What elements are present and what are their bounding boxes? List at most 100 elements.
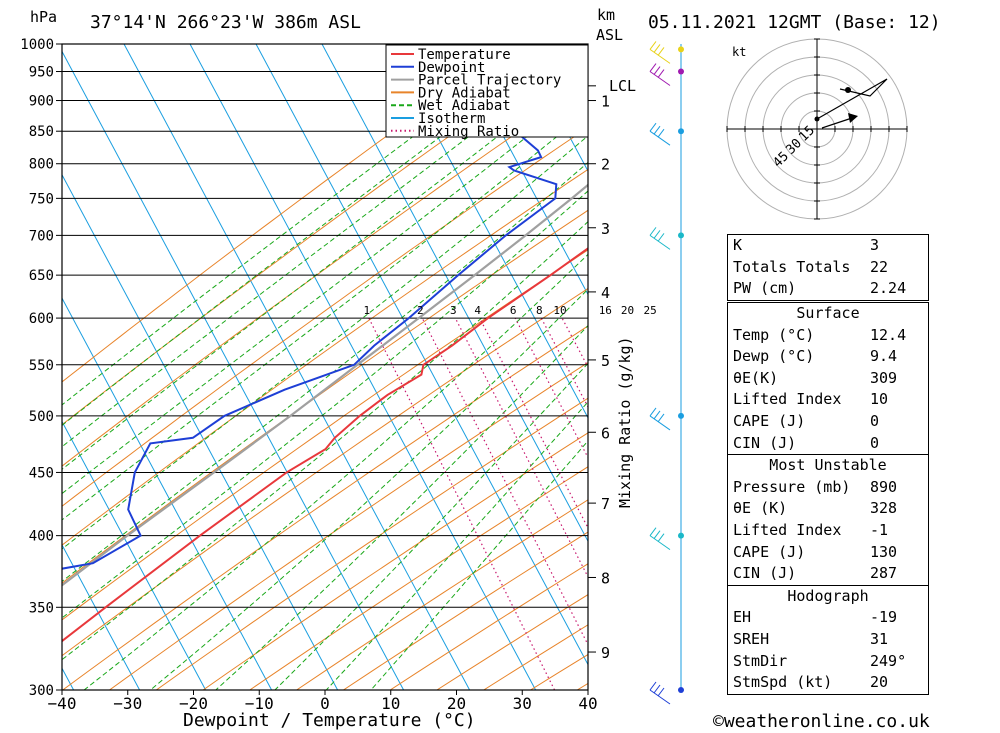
temperature-label: 30 [513,694,532,713]
isotherm-line [321,44,588,543]
index-row-pw: PW (cm) 2.24 [733,279,907,298]
wet-adiabat-line [62,221,588,661]
dry-adiabat-line [296,499,588,690]
pressure-label: 700 [29,228,54,244]
isotherm-line [62,543,141,690]
storm-motion-arrowhead [848,113,858,123]
pressure-label: 600 [29,311,54,327]
mixing-ratio-label: 2 [417,304,424,317]
unit-km-label: km [597,6,615,24]
surface-table: Surface Temp (°C) 12.4 Dewp (°C) 9.4 θE(K)… [727,302,929,695]
wind-level-dot [678,46,684,53]
wind-barb-flag [657,233,665,242]
wind-barb-flag [657,687,665,697]
dry-adiabat-line [62,325,588,690]
pressure-label: 550 [29,358,54,374]
wind-barb-flag [649,407,657,417]
mixing-ratio-label: 6 [510,304,517,317]
mixing-ratio-line [479,317,588,530]
legend-entry: Temperature [418,47,511,63]
dry-adiabat-line [62,287,588,657]
pressure-label: 800 [29,157,54,173]
isotherm-line [519,44,588,173]
parcel-trajectory-line [62,183,588,587]
lcl-label: LCL [609,77,636,95]
km-label: 8 [601,569,610,587]
wind-barb [649,71,671,86]
dry-adiabat-line [202,432,588,690]
isotherm-line [0,44,8,690]
wind-level-dot [678,412,684,419]
pressure-label: 650 [29,268,54,284]
index-row-totals: Totals Totals 22 [733,257,889,276]
pressure-label: 850 [29,124,54,140]
legend-entry: Dry Adiabat [418,85,511,101]
isotherm-line [189,44,537,690]
wind-level-dot [678,68,684,75]
legend-box [385,44,589,138]
wind-barb-flag [653,44,661,53]
mixing-ratio-line [368,317,556,690]
legend-entry: Parcel Trajectory [418,73,561,89]
most-unstable-row: CIN (J) 287 [733,564,898,583]
surface-row: CAPE (J) 0 [733,411,880,430]
wind-barb-flag [657,533,665,542]
wind-barb-flag [657,47,665,56]
footer-credit: ©weatheronline.co.uk [713,711,930,732]
mixing-ratio-label: 10 [553,304,566,317]
wet-adiabat-line [150,288,588,690]
legend-entry: Wet Adiabat [418,98,511,114]
temperature-label: −40 [48,694,77,713]
wind-barb-flag [657,128,665,138]
temperature-label: −10 [245,694,274,713]
temperature-label: 10 [381,694,400,713]
pressure-label: 900 [29,94,54,110]
mixing-ratio-label: 20 [621,304,634,317]
hodograph-point [814,116,820,122]
storm-motion-arrow [821,117,853,129]
mixing-ratio-label: 16 [599,304,612,317]
wind-barb [649,689,671,705]
most-unstable-row: CAPE (J) 130 [733,542,898,561]
wind-barb-flag [653,230,661,239]
km-label: 7 [601,495,610,513]
wind-barb-flag [653,410,661,420]
dry-adiabat-line [62,168,588,546]
hodograph-row: SREH 31 [733,629,889,648]
mixing-ratio-label: 4 [474,304,481,317]
hodograph-trace [816,78,888,120]
datetime-label: 05.11.2021 12GMT (Base: 12) [648,12,941,33]
wind-barb-flag [649,122,657,132]
hodograph-row: EH -19 [733,608,898,627]
wet-adiabat-line [325,401,588,690]
km-label: 9 [601,644,610,662]
wind-barb [649,415,671,431]
wind-barb-flag [657,413,665,423]
wind-barb [649,130,671,146]
wind-barb-flag [653,66,661,75]
most-unstable-row: θE (K) 328 [733,499,898,518]
wind-barb [649,48,671,64]
dry-adiabat-line [109,361,588,690]
temperature-label: 0 [320,694,330,713]
diagram-background-lines [0,44,588,690]
temperature-label: 40 [578,694,597,713]
km-label: 3 [601,220,610,238]
wind-barb-flag [649,227,657,236]
wind-barb-flag [649,41,657,50]
wind-level-dot [678,128,684,135]
hodograph-row: StmDir 249° [733,651,907,670]
wet-adiabat-line [62,44,563,427]
wind-barb-flag [653,125,661,135]
temperature-label: 20 [447,694,466,713]
wet-adiabat-line [62,110,588,521]
hodograph-row: StmSpd (kt) 20 [733,673,889,692]
axes: 3003504004505005506006507007508008509009… [20,37,656,713]
pressure-label: 300 [29,683,54,699]
dry-adiabat-line [156,397,588,690]
mixing-ratio-label: 3 [450,304,457,317]
surface-row: Lifted Index 10 [733,390,889,409]
